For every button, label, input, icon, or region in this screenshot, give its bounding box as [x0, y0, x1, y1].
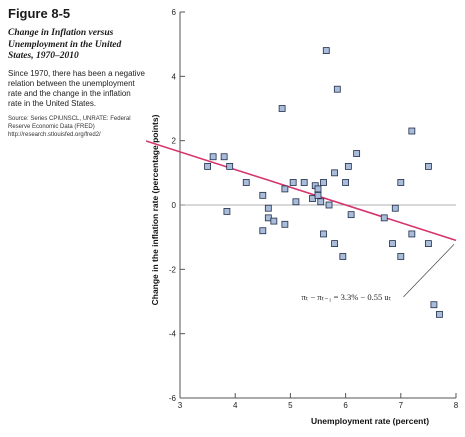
data-point: [270, 217, 278, 225]
data-point: [223, 208, 231, 215]
data-point: [342, 179, 350, 186]
annotation: πₜ − πₜ₋₁ = 3.3% − 0.55 uₜ: [301, 244, 455, 302]
figure-source: Source: Series CPIUNSCL, UNRATE: Federal…: [8, 115, 131, 138]
regression-line-path: [146, 140, 457, 242]
x-tick-label: 5: [288, 401, 293, 410]
data-point: [242, 179, 250, 186]
y-tick-label: -6: [169, 394, 177, 403]
data-point: [314, 191, 322, 199]
data-point: [278, 105, 286, 112]
data-point: [322, 47, 330, 54]
data-point: [424, 162, 432, 170]
data-point: [344, 162, 352, 170]
x-tick-label: 6: [343, 401, 348, 410]
y-tick-label: 0: [172, 201, 177, 210]
figure-title: Change in Inflation versus Unemployment …: [8, 28, 122, 61]
data-point: [397, 253, 405, 260]
data-point: [325, 201, 333, 209]
x-axis-title: Unemployment rate (percent): [311, 416, 429, 426]
data-point: [430, 301, 438, 309]
data-point: [226, 162, 234, 170]
data-point: [264, 214, 272, 222]
data-point: [436, 310, 443, 318]
data-point: [259, 191, 267, 199]
data-point: [220, 153, 228, 161]
data-point: [320, 179, 327, 186]
y-tick-label: 6: [172, 8, 177, 17]
data-point: [331, 240, 338, 248]
scatter-chart: -6 -4 -2 0 2 4 6 3 4 5 6 7 8 πₜ − πₜ₋₁ = 3.3% − 0.55…: [146, 8, 459, 426]
data-point: [289, 179, 297, 186]
data-point: [380, 214, 388, 222]
x-tick-label: 3: [178, 401, 183, 410]
data-point: [281, 185, 289, 193]
x-tick-label: 7: [399, 401, 404, 410]
data-point: [300, 179, 308, 186]
data-point: [353, 150, 361, 157]
data-point: [389, 240, 396, 248]
y-tick-label: 4: [172, 72, 177, 81]
y-tick-label: -4: [169, 330, 177, 339]
regression-line: [146, 140, 457, 242]
data-point: [209, 153, 217, 161]
figure-number: Figure 8-5: [8, 6, 71, 21]
data-point: [408, 127, 416, 135]
data-point: [281, 220, 289, 228]
data-point: [264, 204, 272, 212]
data-point: [259, 227, 267, 235]
data-point: [339, 253, 347, 260]
data-point: [320, 230, 327, 238]
annotation-label: πₜ − πₜ₋₁ = 3.3% − 0.55 uₜ: [301, 292, 391, 302]
y-tick-label: 2: [172, 137, 177, 146]
data-point: [424, 240, 432, 248]
data-point: [347, 211, 355, 219]
data-point: [292, 198, 300, 206]
axes: -6 -4 -2 0 2 4 6 3 4 5 6 7 8: [169, 8, 459, 410]
x-tick-label: 4: [233, 401, 238, 410]
data-point: [397, 179, 405, 186]
annotation-leader-line: [403, 244, 455, 298]
y-tick-label: -2: [169, 265, 177, 274]
data-point: [331, 169, 338, 177]
data-point: [204, 162, 211, 170]
y-axis-title: Change in the inflation rate (percentage…: [150, 114, 160, 305]
data-point: [309, 195, 316, 202]
data-point: [314, 185, 322, 193]
figure-text-panel: Figure 8-5 Change in Inflation versus Un…: [8, 6, 146, 139]
data-point: [391, 204, 399, 212]
figure-caption: Since 1970, there has been a negative re…: [8, 68, 145, 108]
data-point: [333, 85, 341, 93]
data-point: [317, 198, 325, 206]
data-point: [408, 230, 416, 238]
x-tick-label: 8: [454, 401, 459, 410]
data-points: [204, 47, 443, 318]
